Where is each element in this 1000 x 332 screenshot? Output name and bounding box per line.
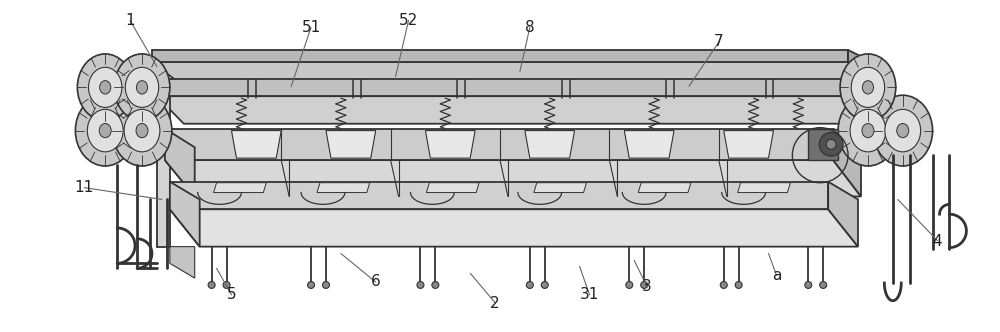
Polygon shape bbox=[808, 128, 838, 160]
Ellipse shape bbox=[735, 282, 742, 289]
Text: 8: 8 bbox=[525, 20, 535, 35]
Polygon shape bbox=[170, 182, 200, 247]
Ellipse shape bbox=[125, 67, 159, 107]
Ellipse shape bbox=[223, 282, 230, 289]
Ellipse shape bbox=[805, 282, 812, 289]
Text: a: a bbox=[772, 268, 781, 283]
Polygon shape bbox=[152, 62, 876, 83]
Ellipse shape bbox=[88, 67, 122, 107]
Ellipse shape bbox=[308, 282, 315, 289]
Text: 6: 6 bbox=[371, 274, 381, 290]
Ellipse shape bbox=[720, 282, 727, 289]
Polygon shape bbox=[165, 128, 833, 160]
Ellipse shape bbox=[77, 54, 133, 121]
Polygon shape bbox=[165, 128, 195, 197]
Ellipse shape bbox=[641, 282, 648, 289]
Ellipse shape bbox=[826, 139, 836, 149]
Text: 7: 7 bbox=[714, 35, 724, 49]
Polygon shape bbox=[326, 130, 376, 158]
Ellipse shape bbox=[541, 282, 548, 289]
Ellipse shape bbox=[99, 124, 111, 138]
Polygon shape bbox=[170, 182, 828, 209]
Polygon shape bbox=[152, 50, 848, 62]
Ellipse shape bbox=[851, 67, 885, 107]
Polygon shape bbox=[157, 96, 170, 247]
Text: 4: 4 bbox=[933, 234, 942, 249]
Ellipse shape bbox=[114, 54, 170, 121]
Polygon shape bbox=[157, 96, 870, 124]
Ellipse shape bbox=[136, 124, 148, 138]
Polygon shape bbox=[724, 130, 773, 158]
Ellipse shape bbox=[322, 282, 329, 289]
Polygon shape bbox=[534, 183, 587, 193]
Ellipse shape bbox=[75, 95, 135, 166]
Ellipse shape bbox=[112, 95, 172, 166]
Text: 3: 3 bbox=[642, 279, 652, 294]
Text: 31: 31 bbox=[580, 288, 599, 302]
Ellipse shape bbox=[100, 81, 111, 94]
Ellipse shape bbox=[840, 54, 896, 121]
Ellipse shape bbox=[819, 132, 843, 156]
Polygon shape bbox=[738, 183, 790, 193]
Ellipse shape bbox=[850, 109, 886, 152]
Text: 2: 2 bbox=[490, 295, 500, 311]
Polygon shape bbox=[426, 183, 479, 193]
Ellipse shape bbox=[124, 109, 160, 152]
Ellipse shape bbox=[838, 95, 898, 166]
Ellipse shape bbox=[862, 124, 874, 138]
Ellipse shape bbox=[885, 109, 921, 152]
Text: 11: 11 bbox=[75, 180, 94, 195]
Ellipse shape bbox=[526, 282, 533, 289]
Ellipse shape bbox=[897, 124, 909, 138]
Polygon shape bbox=[624, 130, 674, 158]
Text: 5: 5 bbox=[227, 288, 236, 302]
Polygon shape bbox=[425, 130, 475, 158]
Ellipse shape bbox=[87, 109, 123, 152]
Text: 52: 52 bbox=[399, 13, 418, 28]
Polygon shape bbox=[317, 183, 370, 193]
Polygon shape bbox=[170, 247, 195, 278]
Polygon shape bbox=[232, 130, 281, 158]
Polygon shape bbox=[828, 182, 858, 247]
Ellipse shape bbox=[417, 282, 424, 289]
Polygon shape bbox=[848, 50, 876, 83]
Ellipse shape bbox=[136, 81, 148, 94]
Ellipse shape bbox=[873, 95, 933, 166]
Polygon shape bbox=[157, 79, 843, 96]
Polygon shape bbox=[833, 128, 861, 197]
Polygon shape bbox=[525, 130, 575, 158]
Ellipse shape bbox=[862, 81, 874, 94]
Ellipse shape bbox=[626, 282, 633, 289]
Polygon shape bbox=[843, 79, 870, 124]
Ellipse shape bbox=[820, 282, 827, 289]
Text: 51: 51 bbox=[301, 20, 321, 35]
Polygon shape bbox=[214, 183, 266, 193]
Text: 1: 1 bbox=[125, 13, 135, 28]
Ellipse shape bbox=[208, 282, 215, 289]
Polygon shape bbox=[638, 183, 691, 193]
Ellipse shape bbox=[432, 282, 439, 289]
Polygon shape bbox=[170, 209, 858, 247]
Polygon shape bbox=[165, 160, 861, 197]
